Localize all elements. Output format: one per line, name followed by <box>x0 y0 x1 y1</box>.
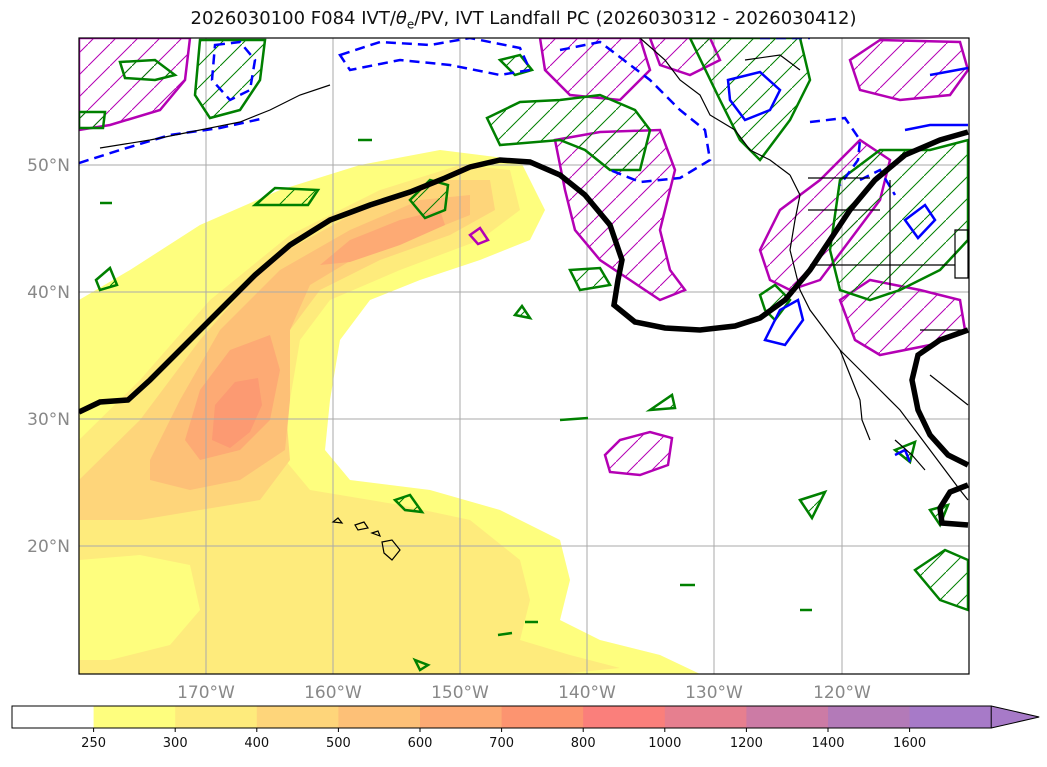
ivt-shading <box>79 150 700 674</box>
lat-labels: 50°N 40°N 30°N 20°N <box>27 156 70 557</box>
ivt-700 <box>212 378 262 448</box>
lon-label-170: 170°W <box>177 683 235 703</box>
colorbar-tick-label: 800 <box>571 736 596 751</box>
colorbar-extension <box>909 705 1040 729</box>
theta-e-small <box>100 138 812 672</box>
colorbar-segment <box>501 706 584 728</box>
lat-label-50: 50°N <box>27 156 70 176</box>
lon-label-130: 130°W <box>685 683 743 703</box>
ivt-300 <box>79 165 620 674</box>
colorbar-segment <box>828 706 911 728</box>
map-title: 2026030100 F084 IVT/θe/PV, IVT Landfall … <box>190 8 857 32</box>
theta-e-contours <box>79 38 969 612</box>
colorbar-tick-label: 700 <box>489 736 514 751</box>
colorbar-tick-label: 1200 <box>730 736 763 751</box>
map-frame <box>78 37 970 675</box>
colorbar-tick-label: 400 <box>244 736 269 751</box>
colorbar-tick-label: 600 <box>408 736 433 751</box>
colorbar-tick-label: 1400 <box>811 736 844 751</box>
colorbar-segment <box>93 706 176 728</box>
ivt-landfall-contour <box>79 129 969 415</box>
colorbar-tick-label: 250 <box>81 736 106 751</box>
hawaii <box>331 517 401 561</box>
colorbar-segment <box>175 706 258 728</box>
colorbar-segment <box>420 706 503 728</box>
colorbar-tick-label: 1600 <box>893 736 926 751</box>
lon-labels: 170°W 160°W 150°W 140°W 130°W 120°W <box>177 683 871 703</box>
colorbar-tick-label: 300 <box>163 736 188 751</box>
lon-label-140: 140°W <box>558 683 616 703</box>
colorbar-tick-label: 1000 <box>648 736 681 751</box>
ivt-300-south <box>79 555 200 660</box>
lat-label-20: 20°N <box>27 537 70 557</box>
ivt-600-north <box>320 210 445 265</box>
lon-label-150: 150°W <box>431 683 489 703</box>
coastline <box>99 38 969 501</box>
colorbar-segment <box>746 706 829 728</box>
colorbar-segment <box>583 706 666 728</box>
lat-label-40: 40°N <box>27 283 70 303</box>
colorbar-segment <box>256 706 339 728</box>
colorbar-segment <box>664 706 747 728</box>
blue-contours <box>79 38 969 463</box>
lat-label-30: 30°N <box>27 410 70 430</box>
lon-label-160: 160°W <box>304 683 362 703</box>
ivt-landfall-contour-south <box>909 327 969 468</box>
colorbar-tick-label: 500 <box>326 736 351 751</box>
ivt-colorbar: 250 300 400 500 600 700 800 1000 1200 1400 1600 <box>11 705 1040 751</box>
lon-label-120: 120°W <box>813 683 871 703</box>
colorbar-segment <box>338 706 421 728</box>
colorbar-segment <box>12 706 95 728</box>
